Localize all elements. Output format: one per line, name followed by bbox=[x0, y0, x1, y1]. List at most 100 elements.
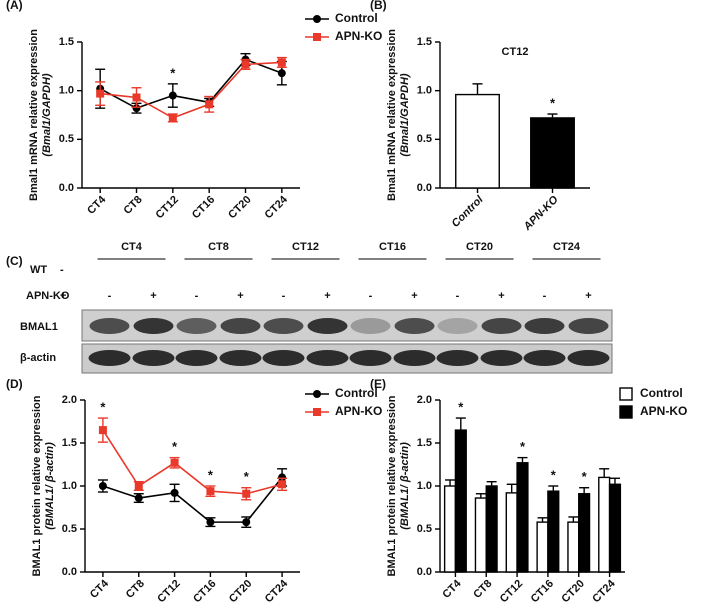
x-tick-label: CT16 bbox=[190, 194, 218, 222]
bar bbox=[455, 93, 500, 189]
panel-label: (B) bbox=[370, 0, 387, 12]
band bbox=[350, 318, 391, 334]
band bbox=[220, 318, 261, 334]
bar bbox=[536, 521, 549, 573]
marker bbox=[278, 480, 287, 489]
western-blot: (C) WT - APN-KO + BMAL1 β-actin CT4 - + CT8… bbox=[6, 241, 613, 374]
panel-label: (A) bbox=[6, 0, 23, 12]
chart-title: CT12 bbox=[502, 46, 529, 58]
significance: * bbox=[458, 399, 464, 414]
group-label: CT24 bbox=[553, 241, 581, 253]
lane-sign: - bbox=[456, 290, 460, 302]
y-tick-label: 1.5 bbox=[417, 36, 432, 48]
x-tick-label: CT8 bbox=[124, 578, 147, 601]
legend-label: Control bbox=[335, 11, 378, 25]
x-tick-label: CT24 bbox=[590, 577, 618, 605]
significance: * bbox=[170, 65, 176, 80]
y-axis-label: (Bmal1/GAPDH) bbox=[41, 73, 53, 156]
y-tick-label: 2.0 bbox=[62, 394, 77, 406]
significance: * bbox=[100, 399, 106, 414]
y-tick-label: 1.0 bbox=[59, 85, 74, 97]
y-tick-label: 1.5 bbox=[417, 437, 432, 449]
band bbox=[175, 350, 218, 366]
significance: * bbox=[582, 469, 588, 484]
lane-sign: + bbox=[585, 290, 591, 302]
panel-label: (C) bbox=[6, 254, 23, 268]
y-axis-label: (BMAL1/ β-actin) bbox=[44, 442, 56, 530]
x-tick-label: CT20 bbox=[226, 194, 254, 222]
y-tick-label: 0.5 bbox=[59, 133, 74, 145]
series-line bbox=[99, 58, 283, 110]
marker bbox=[168, 91, 177, 100]
band bbox=[89, 318, 130, 334]
band bbox=[523, 350, 566, 366]
condition-sign: - bbox=[60, 264, 64, 276]
marker bbox=[132, 93, 141, 102]
x-tick-label: CT16 bbox=[191, 578, 219, 606]
y-axis-label: BMAL1 protein relative expression bbox=[31, 395, 43, 576]
bar bbox=[547, 490, 560, 573]
lane-sign: + bbox=[150, 290, 156, 302]
y-tick-label: 0.0 bbox=[417, 566, 432, 578]
y-axis-label: Bmal1 mRNA relative expression bbox=[28, 29, 40, 201]
y-tick-label: 1.0 bbox=[417, 85, 432, 97]
group-label: CT20 bbox=[466, 241, 493, 253]
legend-label: APN-KO bbox=[640, 404, 687, 418]
y-axis-label: (Bmal1/GAPDH) bbox=[399, 73, 411, 156]
marker bbox=[134, 482, 143, 490]
band bbox=[349, 350, 392, 366]
y-tick-label: 1.0 bbox=[417, 480, 432, 492]
legend-swatch bbox=[619, 387, 633, 401]
legend-marker bbox=[313, 408, 321, 416]
marker bbox=[242, 518, 251, 527]
y-tick-label: 2.0 bbox=[417, 394, 432, 406]
marker bbox=[206, 487, 215, 496]
legend-swatch bbox=[619, 405, 633, 419]
marker bbox=[168, 113, 177, 122]
band bbox=[176, 318, 217, 334]
marker bbox=[170, 488, 179, 497]
y-tick-label: 1.0 bbox=[62, 480, 77, 492]
marker bbox=[170, 458, 179, 467]
legend-marker bbox=[313, 390, 321, 398]
y-tick-label: 0.5 bbox=[417, 523, 432, 535]
legend-label: APN-KO bbox=[335, 29, 382, 43]
band bbox=[480, 350, 523, 366]
y-tick-label: 1.5 bbox=[59, 36, 74, 48]
condition-sign: + bbox=[60, 290, 66, 302]
band bbox=[481, 318, 522, 334]
lane-sign: + bbox=[411, 290, 417, 302]
band bbox=[88, 350, 131, 366]
band-label: BMAL1 bbox=[20, 321, 58, 333]
x-tick-label: CT8 bbox=[471, 578, 494, 601]
lane-sign: - bbox=[195, 290, 199, 302]
series-line bbox=[102, 476, 283, 523]
lane-sign: + bbox=[237, 290, 243, 302]
x-tick-label: CT12 bbox=[498, 578, 526, 606]
significance: * bbox=[551, 467, 557, 482]
panel-label: (D) bbox=[6, 377, 23, 391]
band bbox=[133, 318, 174, 334]
series-line bbox=[102, 429, 283, 495]
bar bbox=[485, 485, 498, 573]
lane-sign: + bbox=[498, 290, 504, 302]
group-label: CT12 bbox=[292, 241, 319, 253]
bar bbox=[598, 476, 611, 573]
band bbox=[307, 318, 348, 334]
bar bbox=[608, 483, 622, 573]
bar bbox=[567, 521, 580, 573]
marker bbox=[205, 100, 214, 109]
bar bbox=[454, 429, 467, 573]
band bbox=[437, 318, 478, 334]
lane-sign: - bbox=[108, 290, 112, 302]
x-tick-label: CT12 bbox=[153, 194, 181, 222]
x-tick-label: CT12 bbox=[155, 578, 183, 606]
x-tick-label: CT24 bbox=[262, 193, 290, 221]
band bbox=[436, 350, 479, 366]
legend-marker bbox=[313, 33, 321, 41]
band bbox=[306, 350, 349, 366]
y-axis-label: Bmal1 mRNA relative expression bbox=[386, 29, 398, 201]
marker bbox=[277, 58, 286, 67]
x-tick-label: CT4 bbox=[85, 193, 109, 217]
significance: * bbox=[520, 439, 526, 454]
